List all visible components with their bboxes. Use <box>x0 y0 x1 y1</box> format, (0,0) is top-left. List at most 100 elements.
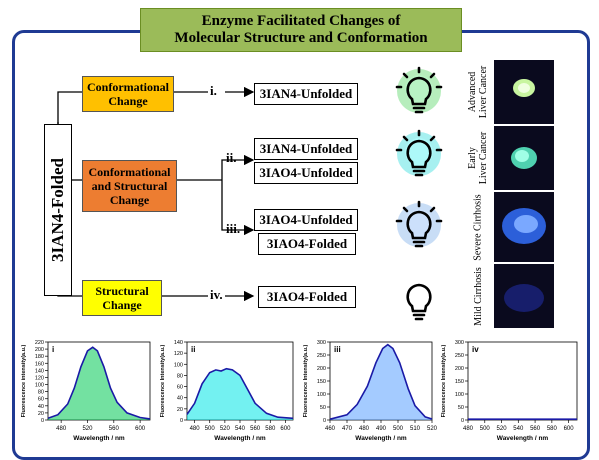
spectrum-line <box>329 343 433 420</box>
x-tick-label: 520 <box>427 426 438 432</box>
x-tick-label: 510 <box>410 426 421 432</box>
spectrum-plot-iv: 480 500 520 540 560 580 600 0 50 100 150 200 250 300 W… <box>438 336 583 444</box>
y-tick-label: 60 <box>177 385 183 391</box>
panel-label: iii <box>334 345 341 354</box>
branch-label: Conformational <box>87 80 169 94</box>
result-box: 3IAO4-Unfolded <box>254 162 358 184</box>
x-tick-label: 540 <box>235 426 246 432</box>
tissue-glow <box>502 208 546 244</box>
y-tick-label: 140 <box>35 368 44 374</box>
x-tick-label: 580 <box>265 426 276 432</box>
y-tick-label: 200 <box>35 347 44 353</box>
diagram-title: Enzyme Facilitated Changes of Molecular … <box>140 8 462 52</box>
y-tick-label: 100 <box>317 392 326 398</box>
panel-label: ii <box>191 345 195 354</box>
x-tick-label: 520 <box>497 426 508 432</box>
sample-label-line: Severe Cirrhosis <box>472 193 484 261</box>
lightbulb-icon <box>395 129 443 177</box>
sample-label-line: Liver Cancer <box>478 65 490 119</box>
y-tick-label: 40 <box>177 396 183 402</box>
lightbulb-icon <box>406 283 432 321</box>
spectrum-svg: 460 470 480 490 500 510 520 0 50 100 150 200 250 300 W… <box>303 340 438 442</box>
y-tick-label: 160 <box>35 361 44 367</box>
sample-photo <box>494 192 554 262</box>
spectrum-plot-i: 480 520 560 600 0 20 40 60 80 100 120 140 160 180 200 2… <box>18 336 156 444</box>
y-tick-label: 250 <box>455 353 464 359</box>
y-tick-label: 150 <box>455 379 464 385</box>
sample-label: Severe Cirrhosis <box>463 192 493 262</box>
spectrum-line <box>186 367 294 420</box>
x-tick-label: 580 <box>547 426 558 432</box>
y-axis-label: Fluorescence Intensity(a.u.) <box>160 344 166 417</box>
x-tick-label: 500 <box>480 426 491 432</box>
y-tick-label: 250 <box>317 353 326 359</box>
y-tick-label: 0 <box>323 418 326 424</box>
result-box: 3IAN4-Unfolded <box>254 138 358 160</box>
y-tick-label: 80 <box>38 390 44 396</box>
result-box: 3IAO4-Folded <box>258 233 356 255</box>
x-tick-label: 600 <box>280 426 291 432</box>
y-tick-label: 0 <box>461 418 464 424</box>
spectrum-fill <box>187 368 293 420</box>
panel-label: iv <box>472 345 479 354</box>
x-tick-label: 520 <box>82 426 93 432</box>
x-tick-label: 600 <box>135 426 146 432</box>
y-axis-label: Fluorescence Intensity(a.u.) <box>303 344 309 417</box>
x-tick-label: 490 <box>376 426 387 432</box>
y-tick-label: 220 <box>35 340 44 346</box>
branch-conformational-structural: Conformational and Structural Change <box>82 160 177 212</box>
spectrum-svg: 480 500 520 540 560 580 600 0 50 100 150 200 250 300 W… <box>441 340 578 442</box>
branch-label: and Structural <box>91 179 168 193</box>
branch-label: Change <box>108 94 148 108</box>
branch-label: Conformational <box>88 165 171 179</box>
sample-label: Mild Cirrhosis <box>463 264 493 328</box>
y-tick-label: 80 <box>177 373 183 379</box>
tissue-glow <box>513 79 535 97</box>
x-tick-label: 460 <box>325 426 336 432</box>
sample-photo <box>494 60 554 124</box>
sample-label: Advanced Liver Cancer <box>463 60 493 124</box>
x-tick-label: 470 <box>342 426 353 432</box>
spectrum-plot-iii: 460 470 480 490 500 510 520 0 50 100 150 200 250 300 W… <box>300 336 438 444</box>
spectrum-svg: 480 500 520 540 560 580 600 0 20 40 60 80 100 120 140 W… <box>160 340 294 442</box>
spectrum-fill <box>48 347 150 420</box>
x-tick-label: 540 <box>513 426 524 432</box>
x-axis-label: Wavelength / nm <box>355 435 407 442</box>
step-label-iii: iii. <box>226 221 241 236</box>
lightbulb-icon <box>395 200 443 248</box>
sample-label-line: Advanced <box>467 71 479 113</box>
tissue-glow <box>511 147 537 169</box>
plot-area <box>467 341 578 421</box>
y-tick-label: 20 <box>38 411 44 417</box>
y-tick-label: 50 <box>458 405 464 411</box>
x-tick-label: 480 <box>359 426 370 432</box>
y-axis-label: Fluorescence intensity(a.u.) <box>21 344 27 417</box>
y-tick-label: 180 <box>35 354 44 360</box>
spectrum-fill <box>330 344 432 420</box>
y-axis-label: Fluorescence Intensity(a.u.) <box>441 344 447 417</box>
y-tick-label: 100 <box>35 383 44 389</box>
y-tick-label: 0 <box>180 418 183 424</box>
x-tick-label: 560 <box>250 426 261 432</box>
step-label-iv: iv. <box>210 287 223 302</box>
step-label-i: i. <box>210 83 217 98</box>
spectrum-plot-ii: 480 500 520 540 560 580 600 0 20 40 60 80 100 120 140 W… <box>157 336 299 444</box>
y-tick-label: 50 <box>320 405 326 411</box>
branch-label: Change <box>102 298 142 312</box>
root-node-box: 3IAN4-Folded <box>44 124 72 296</box>
sample-photo <box>494 264 554 328</box>
branch-label: Change <box>109 193 150 207</box>
branch-conformational: Conformational Change <box>82 76 174 112</box>
sample-label-line: Liver Cancer <box>478 131 490 185</box>
y-tick-label: 40 <box>38 404 44 410</box>
tissue-glow <box>504 284 544 312</box>
y-tick-label: 100 <box>174 362 183 368</box>
y-tick-label: 120 <box>174 351 183 357</box>
step-label-ii: ii. <box>226 150 237 165</box>
sample-label-line: Early <box>467 147 479 169</box>
root-node-label: 3IAN4-Folded <box>48 158 67 262</box>
y-tick-label: 60 <box>38 397 44 403</box>
y-tick-label: 200 <box>317 366 326 372</box>
y-tick-label: 140 <box>174 340 183 346</box>
x-tick-label: 480 <box>56 426 67 432</box>
